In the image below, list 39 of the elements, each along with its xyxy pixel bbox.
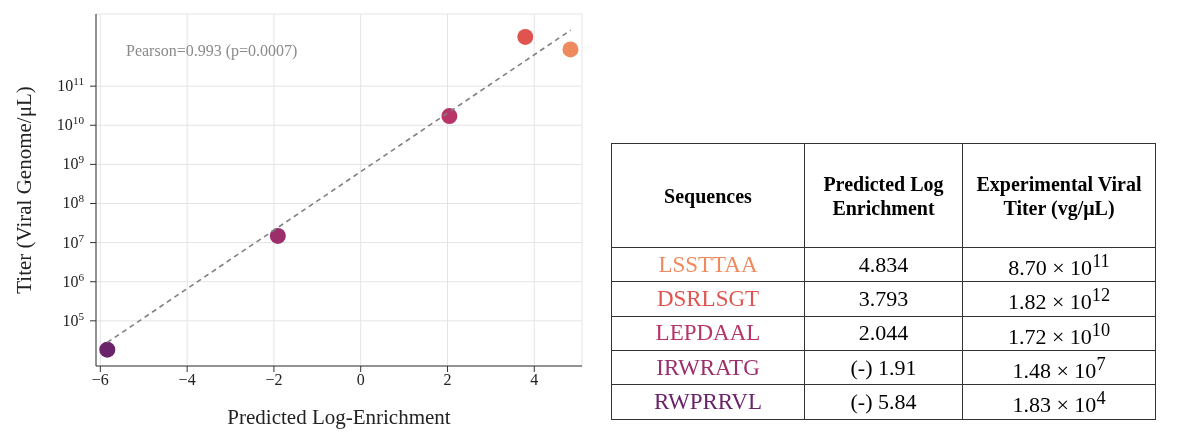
category-label: IRWRATG [656,354,760,380]
y-axis-title: Titer (Viral Genome/μL) [12,86,37,294]
text: 8.70 × 10$^{11}$ [1008,251,1110,281]
y-tick-label: 10$^{10}$ [56,114,85,134]
x-axis-title: Predicted Log-Enrichment [227,405,451,429]
text: 1.48 × 10$^{7}$ [1012,353,1106,384]
x-tick-label: −6 [91,371,109,389]
y-tick-label: 10$^{8}$ [62,192,85,212]
annotation: Pearson=0.993 (p=0.0007) [126,42,298,60]
y-tick-label: 10$^{7}$ [62,231,85,251]
point [517,28,534,45]
y-tick-label: 10$^{9}$ [62,153,85,173]
x-tick-label: 2 [443,371,452,389]
x-tick-label: 0 [356,371,365,389]
y-tick-label: 10$^{11}$ [57,75,84,95]
category-label: LEPDAAL [655,320,761,346]
x-tick-label: −2 [265,371,283,389]
text: (-) 5.84 [850,388,917,414]
category-label: Experimental Viral Titer (vg/μL) [962,143,1156,248]
text: 1.72 × 10$^{10}$ [1007,319,1111,349]
category-label: LSSTTAA [658,251,758,277]
point [441,108,458,125]
point [99,341,116,358]
text: 3.793 [858,285,909,311]
y-tick-label: 10$^{5}$ [62,309,85,329]
y-tick-label: 10$^{6}$ [62,270,85,290]
text: 4.834 [858,251,909,277]
text: 2.044 [858,320,909,346]
point [269,227,286,244]
text: (-) 1.91 [850,354,917,380]
category-label: Sequences [611,143,805,248]
category-label: DSRLSGT [656,285,760,311]
category-label: RWPRRVL [653,388,763,414]
x-tick-label: −4 [178,371,196,389]
point [562,41,579,58]
text: 1.83 × 10$^{4}$ [1012,388,1106,418]
text: 1.82 × 10$^{12}$ [1007,285,1111,315]
category-label: Predicted Log Enrichment [804,143,963,248]
x-tick-label: 4 [530,371,539,389]
